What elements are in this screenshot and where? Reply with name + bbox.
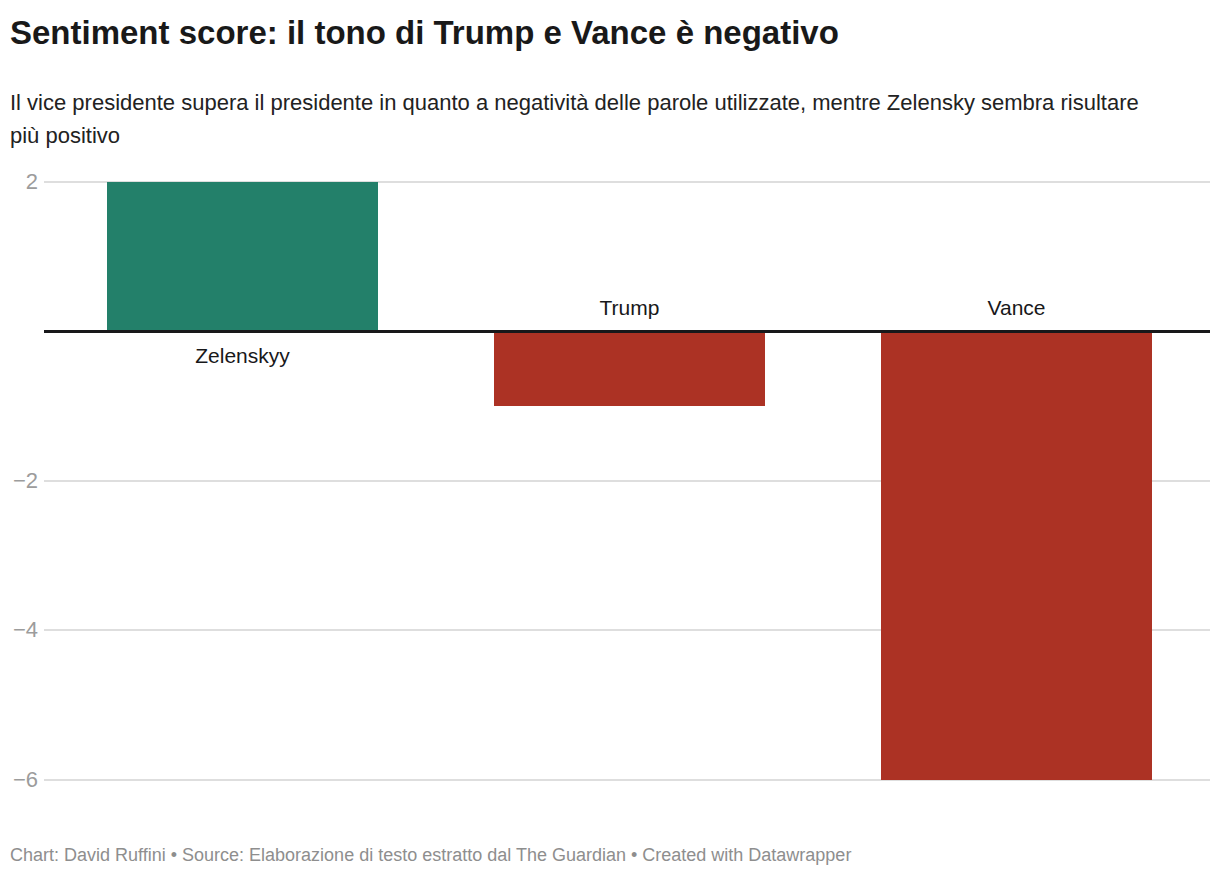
category-label-vance: Vance — [897, 297, 1137, 319]
plot-area: 2 −2 −4 −6 Zelenskyy Trump Vance — [0, 0, 1220, 878]
y-tick-label: −4 — [0, 618, 38, 642]
chart-container: Sentiment score: il tono di Trump e Vanc… — [0, 0, 1220, 878]
bar-trump — [494, 331, 765, 406]
category-label-trump: Trump — [510, 297, 750, 319]
bar-zelenskyy — [107, 182, 378, 332]
y-tick-label: 2 — [0, 170, 38, 194]
bar-vance — [881, 331, 1152, 780]
category-label-zelenskyy: Zelenskyy — [123, 345, 363, 367]
zero-axis-line — [44, 330, 1210, 333]
y-tick-label: −2 — [0, 469, 38, 493]
chart-footer: Chart: David Ruffini • Source: Elaborazi… — [10, 844, 1210, 866]
y-tick-label: −6 — [0, 768, 38, 792]
